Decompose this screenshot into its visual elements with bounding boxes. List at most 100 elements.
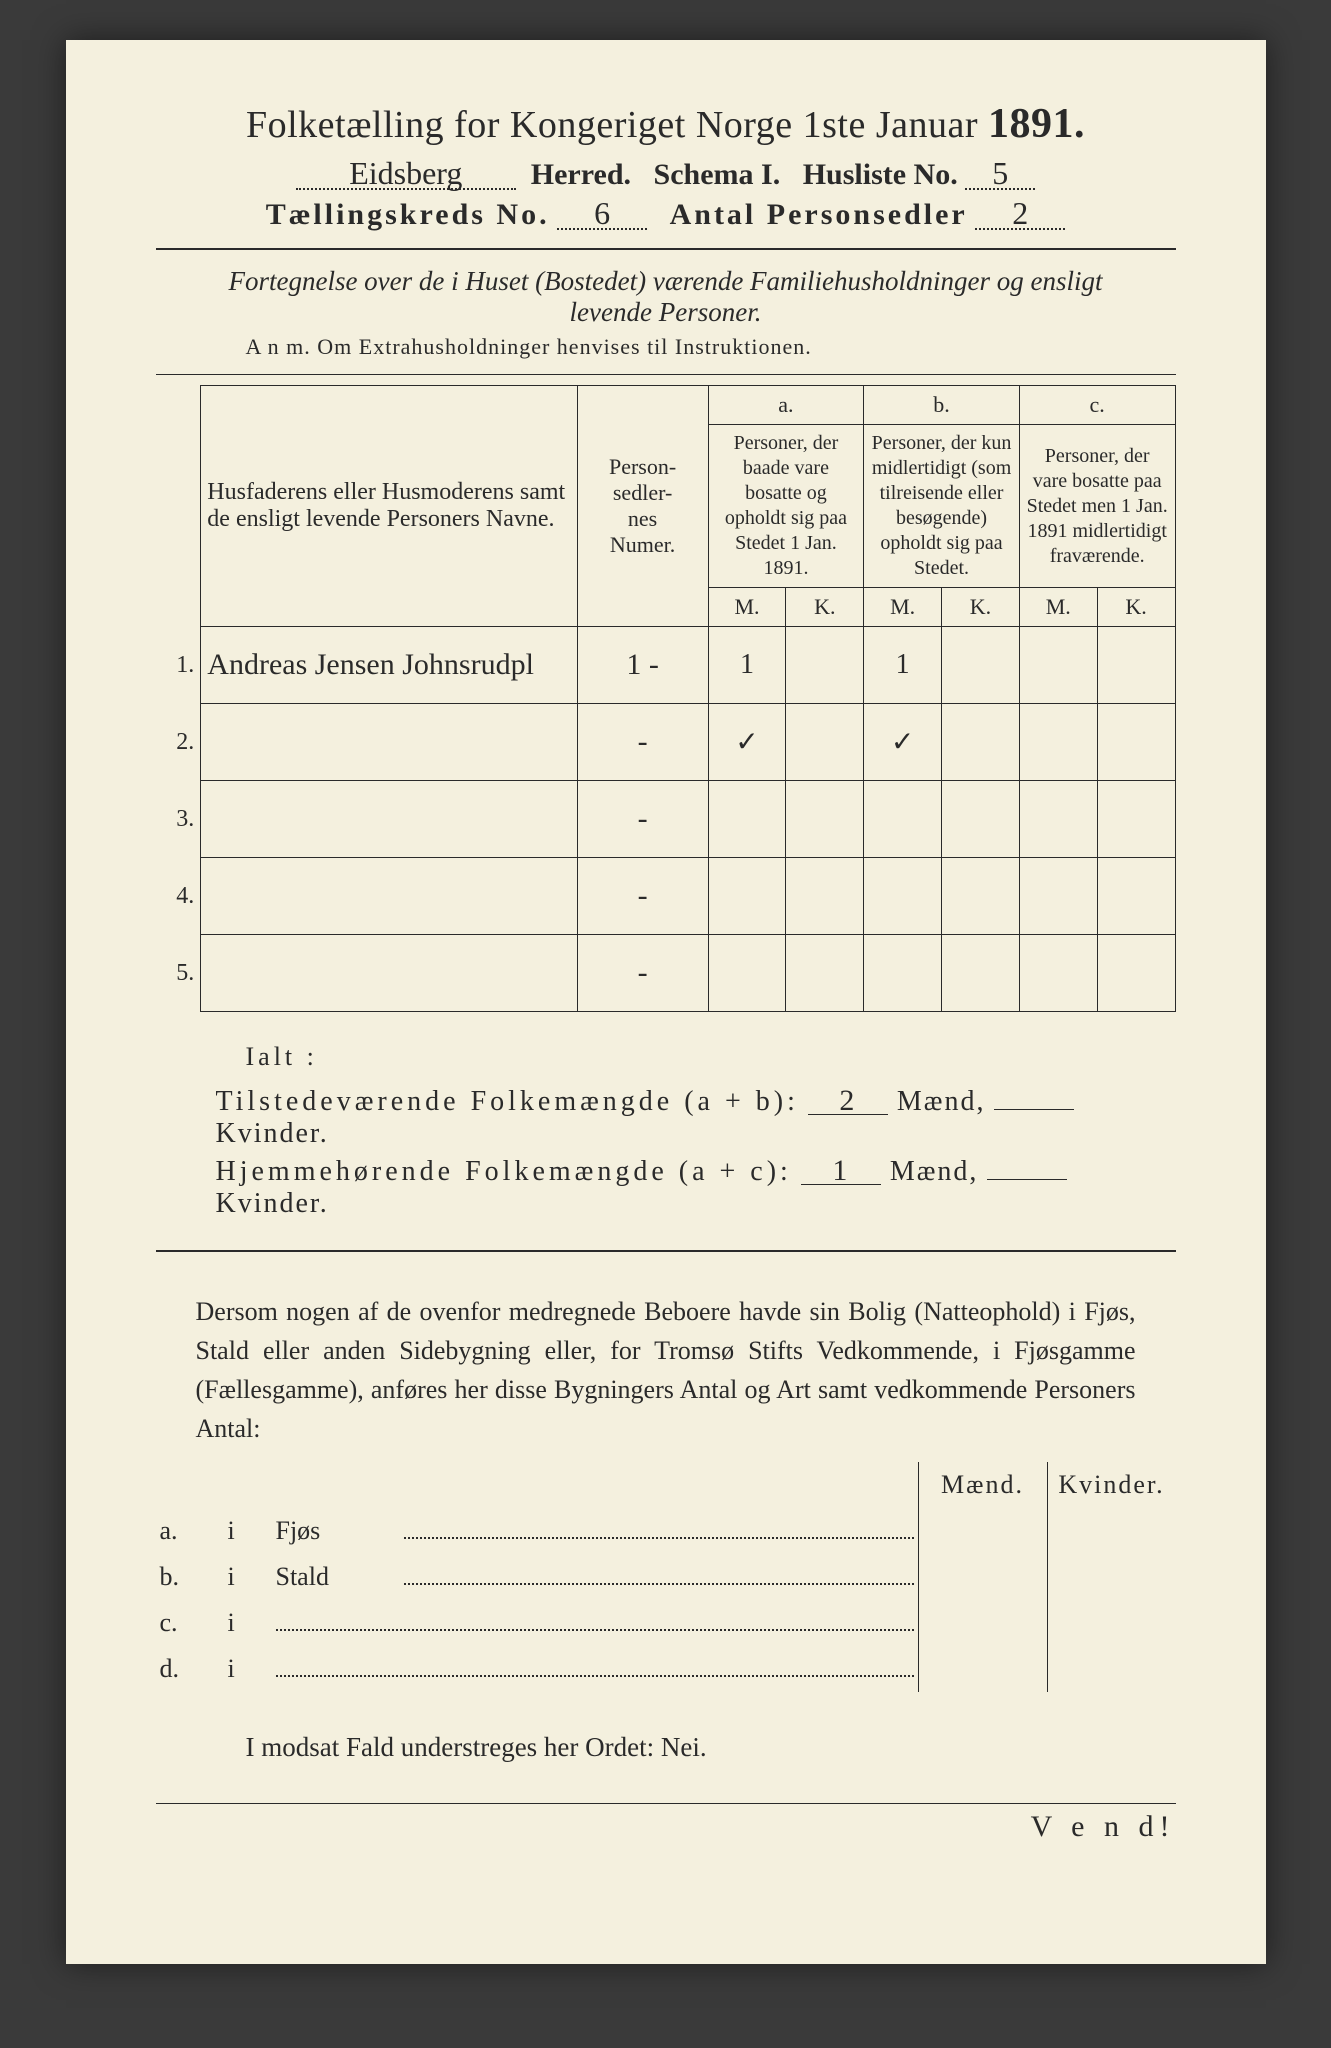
maend-label: Mænd,	[890, 1156, 979, 1187]
totals-line-1: Tilstedeværende Folkemængde (a + b): 2 M…	[216, 1086, 1176, 1150]
cell-bK	[942, 627, 1020, 704]
anm-note: A n m. Om Extrahusholdninger henvises ti…	[246, 334, 1176, 360]
b-i: i	[224, 1600, 272, 1646]
fortegnelse: Fortegnelse over de i Huset (Bostedet) v…	[156, 266, 1176, 328]
bottom-row: d. i	[156, 1646, 1176, 1692]
title-prefix: Folketælling for Kongeriget Norge 1ste J…	[246, 104, 978, 146]
num-cell: -	[577, 704, 708, 781]
cell-aM	[708, 858, 786, 935]
table-row: 1. Andreas Jensen Johnsrudpl 1 - 1 1	[156, 627, 1176, 704]
table-row: 4. -	[156, 858, 1176, 935]
cell-bM: ✓	[864, 704, 942, 781]
kvinder-label: Kvinder.	[216, 1188, 329, 1219]
b-i: i	[224, 1508, 272, 1554]
cell-aK	[786, 935, 864, 1012]
table-row: 2. - ✓ ✓	[156, 704, 1176, 781]
cell-cK	[1097, 704, 1175, 781]
ialt-label: Ialt :	[246, 1042, 1176, 1072]
dots	[404, 1583, 914, 1585]
row-num: 4.	[156, 858, 201, 935]
totals-1-k	[994, 1109, 1074, 1110]
totals-2-label: Hjemmehørende Folkemængde (a + c):	[216, 1156, 792, 1187]
cell-cM	[1019, 935, 1097, 1012]
schema-label: Schema I.	[654, 158, 781, 191]
main-table: Husfaderens eller Husmoderens samt de en…	[156, 385, 1176, 1012]
dersom-text: Dersom nogen af de ovenfor medregnede Be…	[196, 1297, 1136, 1443]
cell-cM	[1019, 704, 1097, 781]
col-names-header: Husfaderens eller Husmoderens samt de en…	[201, 386, 577, 627]
bottom-table: Mænd. Kvinder. a. i Fjøs b. i Stald c. i	[156, 1462, 1176, 1692]
b-i: i	[224, 1554, 272, 1600]
bottom-row: b. i Stald	[156, 1554, 1176, 1600]
totals-2-m: 1	[801, 1158, 881, 1185]
antal-value: 2	[975, 199, 1065, 230]
col-names-text: Husfaderens eller Husmoderens samt de en…	[207, 479, 565, 532]
name-cell: Andreas Jensen Johnsrudpl	[201, 627, 577, 704]
row-num: 5.	[156, 935, 201, 1012]
cell-cM	[1019, 781, 1097, 858]
cell-aM	[708, 935, 786, 1012]
document-page: Folketælling for Kongeriget Norge 1ste J…	[66, 40, 1266, 1964]
cell-cK	[1097, 627, 1175, 704]
cell-cM	[1019, 858, 1097, 935]
bottom-row: c. i	[156, 1600, 1176, 1646]
num-cell: -	[577, 858, 708, 935]
col-a-text: Personer, der baade vare bosatte og opho…	[708, 425, 864, 588]
num-cell: -	[577, 781, 708, 858]
cell-cM	[1019, 627, 1097, 704]
table-row: 3. -	[156, 781, 1176, 858]
rule-3	[156, 1250, 1176, 1252]
line-kreds: Tællingskreds No. 6 Antal Personsedler 2	[156, 198, 1176, 232]
col-a-label: a.	[708, 386, 864, 425]
totals-1-m: 2	[808, 1088, 888, 1115]
cell-bM: 1	[864, 627, 942, 704]
b-l: b.	[156, 1554, 224, 1600]
table-row: 5. -	[156, 935, 1176, 1012]
cell-bK	[942, 935, 1020, 1012]
cell-bM	[864, 781, 942, 858]
bottom-maend: Mænd.	[918, 1462, 1047, 1508]
cell-aK	[786, 627, 864, 704]
col-b-text: Personer, der kun midlertidigt (som tilr…	[864, 425, 1020, 588]
cell-bK	[942, 704, 1020, 781]
totals-line-2: Hjemmehørende Folkemængde (a + c): 1 Mæn…	[216, 1156, 1176, 1220]
table-header-row-1: Husfaderens eller Husmoderens samt de en…	[156, 386, 1176, 425]
num-cell: 1 -	[577, 627, 708, 704]
cell-aM	[708, 781, 786, 858]
modsat-line: I modsat Fald understreges her Ordet: Ne…	[246, 1732, 1176, 1763]
cell-aK	[786, 781, 864, 858]
row-num: 2.	[156, 704, 201, 781]
col-num-text: Person- sedler- nes Numer.	[609, 454, 676, 557]
c-M: M.	[1019, 588, 1097, 627]
cell-bK	[942, 781, 1020, 858]
col-c-text: Personer, der vare bosatte paa Stedet me…	[1019, 425, 1175, 588]
kreds-label: Tællingskreds No.	[266, 198, 550, 231]
maend-label: Mænd,	[897, 1086, 986, 1117]
dots	[404, 1537, 914, 1539]
title-year: 1891.	[988, 101, 1085, 147]
name-cell	[201, 858, 577, 935]
row-num: 1.	[156, 627, 201, 704]
cell-cK	[1097, 781, 1175, 858]
bottom-header-row: Mænd. Kvinder.	[156, 1462, 1176, 1508]
totals-1-label: Tilstedeværende Folkemængde (a + b):	[216, 1086, 799, 1117]
b-l: c.	[156, 1600, 224, 1646]
b-K: K.	[942, 588, 1020, 627]
row-num: 3.	[156, 781, 201, 858]
vend-label: V e n d!	[156, 1803, 1176, 1844]
fortegnelse-1: Fortegnelse over de i Huset (Bostedet) v…	[228, 266, 1102, 296]
herred-label: Herred.	[531, 158, 631, 191]
b-i: i	[224, 1646, 272, 1692]
name-cell	[201, 935, 577, 1012]
cell-aK	[786, 858, 864, 935]
b-l: d.	[156, 1646, 224, 1692]
cell-bK	[942, 858, 1020, 935]
cell-aM: ✓	[708, 704, 786, 781]
dersom-paragraph: Dersom nogen af de ovenfor medregnede Be…	[196, 1292, 1136, 1448]
a-M: M.	[708, 588, 786, 627]
name-cell	[201, 781, 577, 858]
b-M: M.	[864, 588, 942, 627]
col-num-header: Person- sedler- nes Numer.	[577, 386, 708, 627]
rule-1	[156, 248, 1176, 250]
bottom-row: a. i Fjøs	[156, 1508, 1176, 1554]
